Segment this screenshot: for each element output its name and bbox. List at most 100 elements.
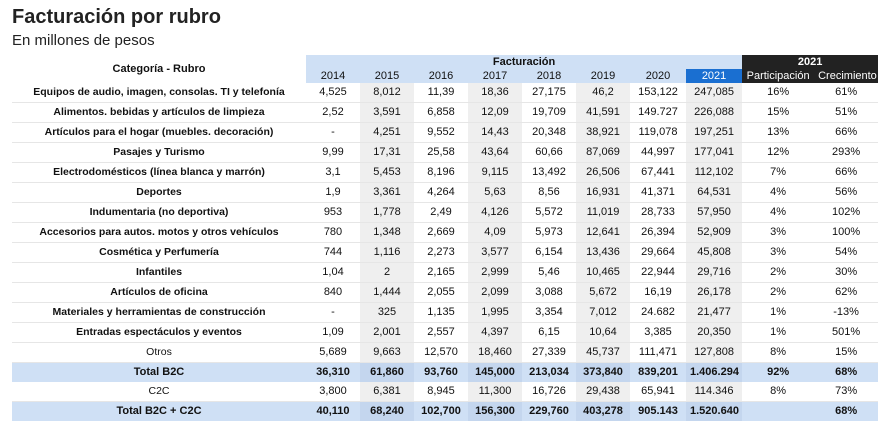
value-cell: 24.682 [630,303,686,323]
value-cell: 744 [306,243,360,263]
value-cell: 16,931 [576,183,630,203]
value-cell: 12,641 [576,223,630,243]
value-cell: 45,808 [686,243,742,263]
category-name: Materiales y herramientas de construcció… [12,303,306,323]
value-cell: 2,165 [414,263,468,283]
value-cell: 5,973 [522,223,576,243]
category-name: Entradas espectáculos y eventos [12,323,306,343]
value-cell: 111,471 [630,343,686,363]
value-cell: 93,760 [414,363,468,383]
value-cell: 114.346 [686,382,742,402]
value-cell: 2,999 [468,263,522,283]
value-cell: 20,350 [686,323,742,343]
value-cell: 2,52 [306,103,360,123]
participacion-cell: 2% [742,263,814,283]
table-row: Equipos de audio, imagen, consolas. TI y… [12,83,878,103]
year-header: 2020 [630,69,686,83]
category-name: Alimentos. bebidas y artículos de limpie… [12,103,306,123]
value-cell: 12,09 [468,103,522,123]
value-cell: 22,944 [630,263,686,283]
value-cell: 26,178 [686,283,742,303]
value-cell: 29,716 [686,263,742,283]
value-cell: 36,310 [306,363,360,383]
value-cell: 840 [306,283,360,303]
value-cell: 5,63 [468,183,522,203]
value-cell: 26,506 [576,163,630,183]
value-cell: 2,273 [414,243,468,263]
crecimiento-cell: 56% [814,183,878,203]
value-cell: 2,557 [414,323,468,343]
value-cell: 5,46 [522,263,576,283]
value-cell: 229,760 [522,402,576,421]
value-cell: 3,385 [630,323,686,343]
crecimiento-cell: 62% [814,283,878,303]
value-cell: 8,012 [360,83,414,103]
value-cell: 325 [360,303,414,323]
category-name: Electrodomésticos (línea blanca y marrón… [12,163,306,183]
participacion-cell: 3% [742,243,814,263]
value-cell: 10,465 [576,263,630,283]
value-cell: 6,858 [414,103,468,123]
value-cell: 102,700 [414,402,468,421]
value-cell: 1,04 [306,263,360,283]
category-name: Pasajes y Turismo [12,143,306,163]
value-cell: 127,808 [686,343,742,363]
value-cell: 12,570 [414,343,468,363]
year-header: 2014 [306,69,360,83]
participacion-cell: 4% [742,183,814,203]
participacion-cell: 1% [742,323,814,343]
value-cell: 25,58 [414,143,468,163]
value-cell: 119,078 [630,123,686,143]
value-cell: 2,099 [468,283,522,303]
year-header: 2015 [360,69,414,83]
value-cell: 1,09 [306,323,360,343]
value-cell: 156,300 [468,402,522,421]
year-header: 2016 [414,69,468,83]
value-cell: 28,733 [630,203,686,223]
value-cell: 29,438 [576,382,630,402]
category-name: Otros [12,343,306,363]
value-cell: 64,531 [686,183,742,203]
crecimiento-cell: 293% [814,143,878,163]
value-cell: 9,115 [468,163,522,183]
value-cell: 839,201 [630,363,686,383]
value-cell: 149.727 [630,103,686,123]
category-column-header: Categoría - Rubro [12,55,306,83]
participacion-cell: 15% [742,103,814,123]
value-cell: 213,034 [522,363,576,383]
value-cell: 10,64 [576,323,630,343]
value-cell: 2 [360,263,414,283]
value-cell: 9,99 [306,143,360,163]
value-cell: 3,577 [468,243,522,263]
value-cell: 27,175 [522,83,576,103]
category-name: Artículos de oficina [12,283,306,303]
value-cell: 145,000 [468,363,522,383]
participacion-cell: 16% [742,83,814,103]
page-subtitle: En millones de pesos [12,32,155,49]
value-cell: 13,492 [522,163,576,183]
value-cell: 46,2 [576,83,630,103]
value-cell: 4,525 [306,83,360,103]
value-cell: 1,348 [360,223,414,243]
value-cell: 5,453 [360,163,414,183]
value-cell: 4,251 [360,123,414,143]
value-cell: - [306,303,360,323]
group-2021-header: 2021 [742,55,878,69]
value-cell: 16,726 [522,382,576,402]
value-cell: 403,278 [576,402,630,421]
value-cell: 41,591 [576,103,630,123]
facturacion-table: Categoría - Rubro Facturación 2021 2014 … [12,55,878,421]
value-cell: 247,085 [686,83,742,103]
value-cell: 87,069 [576,143,630,163]
value-cell: 61,860 [360,363,414,383]
value-cell: 780 [306,223,360,243]
crecimiento-cell: 61% [814,83,878,103]
value-cell: 9,552 [414,123,468,143]
participacion-cell: 92% [742,363,814,383]
crecimiento-header: Crecimiento [814,69,878,83]
crecimiento-cell: -13% [814,303,878,323]
crecimiento-cell: 54% [814,243,878,263]
